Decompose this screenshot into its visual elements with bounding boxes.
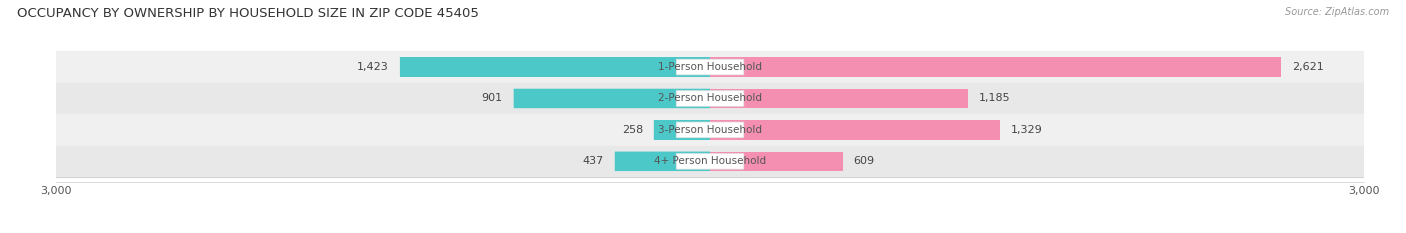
Text: Source: ZipAtlas.com: Source: ZipAtlas.com bbox=[1285, 7, 1389, 17]
FancyBboxPatch shape bbox=[676, 154, 744, 169]
FancyBboxPatch shape bbox=[654, 120, 710, 140]
Bar bbox=[614, 152, 710, 171]
Text: 3-Person Household: 3-Person Household bbox=[658, 125, 762, 135]
Bar bbox=[399, 57, 710, 77]
Text: 1,185: 1,185 bbox=[979, 93, 1011, 103]
FancyBboxPatch shape bbox=[676, 91, 744, 106]
Bar bbox=[654, 120, 710, 140]
Bar bbox=[710, 152, 842, 171]
Bar bbox=[710, 89, 969, 108]
Text: 609: 609 bbox=[853, 156, 875, 166]
Text: 258: 258 bbox=[621, 125, 643, 135]
FancyBboxPatch shape bbox=[399, 57, 710, 77]
FancyBboxPatch shape bbox=[676, 59, 744, 75]
Text: OCCUPANCY BY OWNERSHIP BY HOUSEHOLD SIZE IN ZIP CODE 45405: OCCUPANCY BY OWNERSHIP BY HOUSEHOLD SIZE… bbox=[17, 7, 479, 20]
Text: 1-Person Household: 1-Person Household bbox=[658, 62, 762, 72]
Bar bbox=[13, 51, 1406, 83]
FancyBboxPatch shape bbox=[614, 152, 710, 171]
Text: 901: 901 bbox=[482, 93, 503, 103]
Bar bbox=[13, 114, 1406, 146]
Text: 2,621: 2,621 bbox=[1292, 62, 1324, 72]
Text: 2-Person Household: 2-Person Household bbox=[658, 93, 762, 103]
Text: 437: 437 bbox=[582, 156, 605, 166]
Bar bbox=[13, 83, 1406, 114]
Text: 4+ Person Household: 4+ Person Household bbox=[654, 156, 766, 166]
Bar bbox=[710, 57, 1281, 77]
FancyBboxPatch shape bbox=[513, 89, 710, 108]
Bar bbox=[13, 146, 1406, 177]
Text: 1,423: 1,423 bbox=[357, 62, 389, 72]
Text: 1,329: 1,329 bbox=[1011, 125, 1042, 135]
Bar bbox=[710, 120, 1000, 140]
FancyBboxPatch shape bbox=[676, 122, 744, 138]
Bar bbox=[513, 89, 710, 108]
